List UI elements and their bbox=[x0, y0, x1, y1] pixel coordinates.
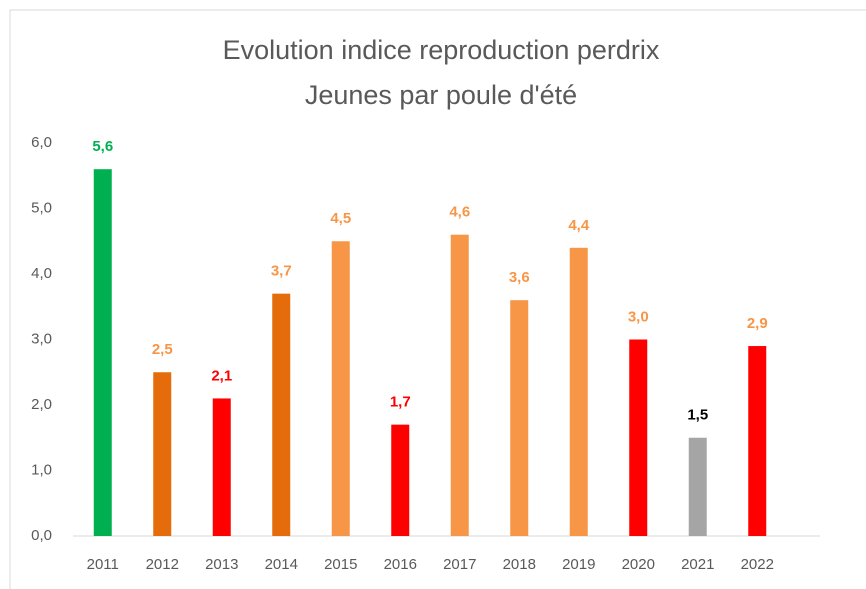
bar bbox=[93, 169, 112, 536]
x-tick-label: 2017 bbox=[443, 556, 476, 573]
x-tick-label: 2012 bbox=[146, 556, 179, 573]
x-tick-label: 2022 bbox=[741, 556, 774, 573]
bar bbox=[391, 424, 410, 536]
value-label: 4,6 bbox=[449, 204, 470, 221]
x-tick-label: 2016 bbox=[384, 556, 417, 573]
x-tick-label: 2015 bbox=[324, 556, 357, 573]
x-tick-label: 2021 bbox=[681, 556, 714, 573]
x-tick-label: 2014 bbox=[265, 556, 298, 573]
value-label: 2,1 bbox=[211, 367, 232, 384]
bar bbox=[212, 398, 231, 536]
bar bbox=[272, 293, 291, 536]
bar bbox=[450, 234, 469, 536]
value-label: 3,6 bbox=[509, 269, 530, 286]
y-tick-label: 2,0 bbox=[31, 396, 52, 413]
bar bbox=[569, 247, 588, 537]
bar bbox=[629, 339, 648, 536]
value-label: 1,5 bbox=[687, 407, 708, 424]
x-tick-label: 2011 bbox=[87, 556, 119, 573]
y-tick-label: 6,0 bbox=[31, 134, 52, 151]
bar bbox=[510, 300, 529, 536]
y-tick-label: 1,0 bbox=[31, 461, 52, 478]
x-tick-label: 2020 bbox=[622, 556, 655, 573]
value-label: 2,9 bbox=[747, 315, 768, 332]
chart-frame bbox=[9, 9, 866, 589]
y-tick-label: 4,0 bbox=[31, 265, 52, 282]
y-tick-label: 0,0 bbox=[31, 527, 52, 544]
value-label: 1,7 bbox=[390, 394, 411, 411]
bar bbox=[331, 241, 350, 536]
bar bbox=[688, 437, 707, 536]
x-tick-label: 2018 bbox=[503, 556, 536, 573]
chart-title: Evolution indice reproduction perdrix bbox=[223, 35, 660, 65]
value-label: 3,0 bbox=[628, 308, 649, 325]
x-tick-label: 2019 bbox=[562, 556, 595, 573]
chart-subtitle: Jeunes par poule d'été bbox=[305, 80, 577, 110]
value-label: 4,4 bbox=[568, 217, 590, 234]
bar bbox=[748, 346, 767, 536]
x-tick-label: 2013 bbox=[205, 556, 238, 573]
y-tick-label: 3,0 bbox=[31, 330, 52, 347]
value-label: 2,5 bbox=[152, 341, 173, 358]
bar bbox=[153, 372, 172, 536]
value-label: 3,7 bbox=[271, 263, 292, 280]
value-label: 4,5 bbox=[330, 210, 351, 227]
value-label: 5,6 bbox=[92, 138, 113, 155]
y-tick-label: 5,0 bbox=[31, 199, 52, 216]
